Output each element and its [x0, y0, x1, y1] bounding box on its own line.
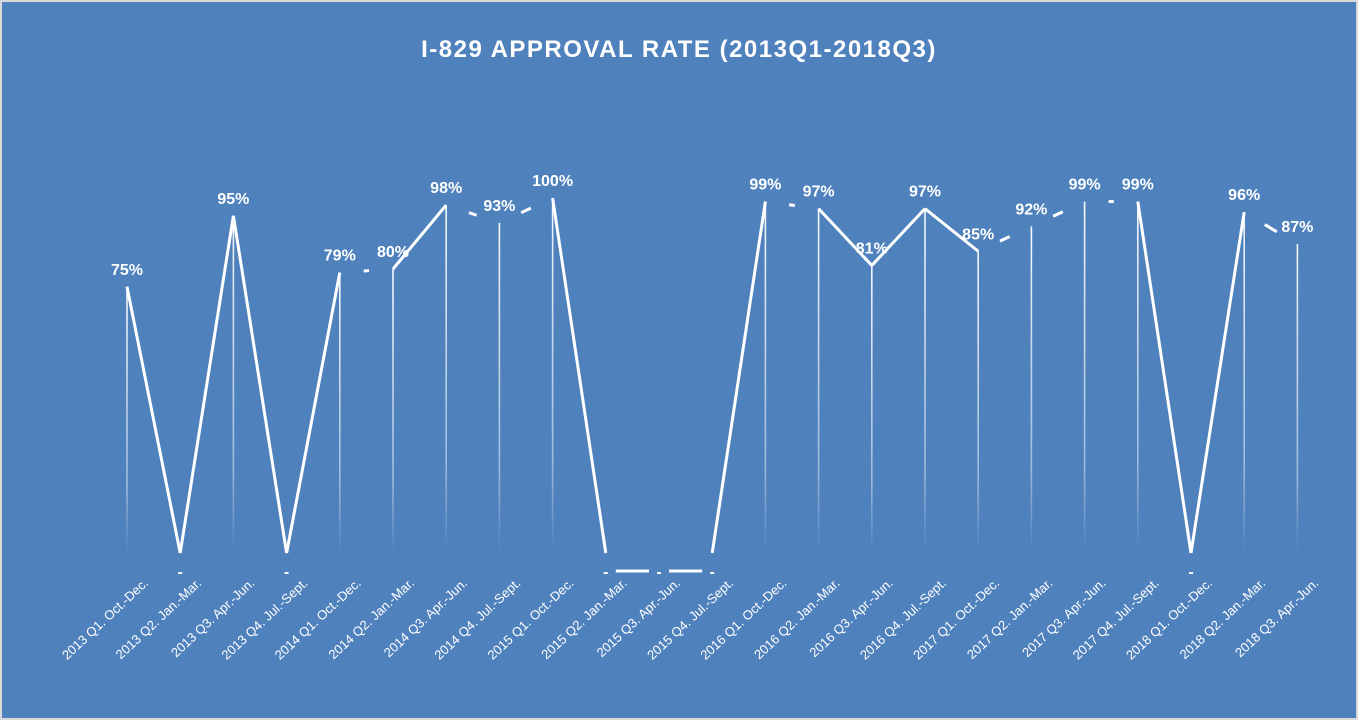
drop-line [1030, 226, 1033, 553]
data-label: 85% [962, 226, 994, 243]
data-label: 80% [377, 244, 409, 261]
chart-title: I-829 APPROVAL RATE (2013Q1-2018Q3) [421, 36, 937, 63]
data-label: 95% [217, 191, 249, 208]
data-label: 97% [909, 184, 941, 201]
drop-line [1296, 244, 1299, 553]
line-segment [125, 286, 182, 554]
line-segment [710, 201, 767, 554]
line-segment [870, 207, 927, 267]
line-segment [468, 211, 478, 217]
line-segment [520, 206, 532, 215]
drop-line [871, 265, 873, 553]
drop-line [817, 208, 820, 553]
drop-line [924, 208, 926, 553]
drop-line [339, 272, 341, 553]
data-label: 87% [1281, 219, 1313, 236]
data-label: - [1188, 564, 1193, 581]
data-label: - [710, 564, 715, 581]
data-label: 100% [532, 173, 573, 190]
data-label: 97% [803, 184, 835, 201]
data-label: 81% [856, 240, 888, 257]
drop-line [1243, 212, 1245, 553]
drop-line [551, 198, 554, 553]
x-axis-tick-labels: 2013 Q1. Oct.-Dec.2013 Q2. Jan.-Mar.2013… [59, 575, 1322, 662]
data-label: 98% [430, 180, 462, 197]
data-label: 99% [1069, 177, 1101, 194]
data-label: 93% [483, 198, 515, 215]
data-label: 79% [324, 248, 356, 265]
drop-line [977, 251, 979, 553]
data-label: 96% [1228, 187, 1260, 204]
drop-line [126, 286, 128, 553]
drop-line [392, 269, 394, 553]
line-segment [551, 197, 608, 554]
data-label: - [284, 564, 289, 581]
line-segment [1264, 223, 1278, 234]
line-segment [231, 215, 289, 554]
drop-line [1083, 201, 1086, 554]
data-label: - [178, 564, 183, 581]
drop-line [764, 201, 767, 554]
data-labels: 75% - 95% - 79% 80% 98% 93% 100% - - - 99% 97% 81% 97% 8… [111, 173, 1313, 581]
data-label: - [656, 564, 661, 581]
line-segment [999, 235, 1011, 243]
line-segment [1052, 210, 1064, 218]
line-segment [178, 215, 235, 554]
data-label: 99% [1122, 177, 1154, 194]
drop-line [445, 205, 447, 553]
line-segment [1136, 201, 1193, 554]
series-line [125, 197, 1278, 573]
x-tick-label: 2013 Q1. Oct.-Dec. [59, 575, 151, 662]
data-label: - [603, 564, 608, 581]
data-label: 75% [111, 262, 143, 279]
line-segment [788, 203, 796, 207]
data-label: 99% [749, 177, 781, 194]
line-segment [817, 207, 873, 267]
line-segment [1189, 211, 1246, 554]
drop-line [1137, 201, 1139, 554]
drop-line [232, 215, 235, 553]
line-segment [285, 272, 342, 554]
drop-lines [126, 198, 1299, 554]
data-label: 92% [1015, 201, 1047, 218]
line-segment [391, 204, 448, 270]
line-segment [924, 207, 980, 253]
drop-line [498, 222, 501, 553]
